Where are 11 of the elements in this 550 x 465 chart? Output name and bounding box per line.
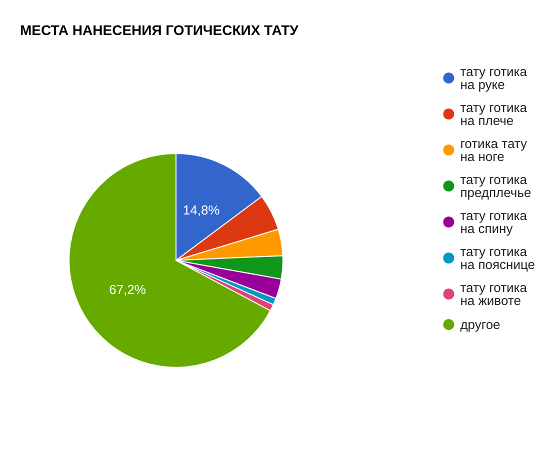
legend-label: тату готика на животе — [460, 280, 531, 308]
legend-label: тату готика предплечье — [460, 172, 532, 200]
legend-label: тату готика на плече — [460, 100, 531, 128]
legend-label: тату готика на спину — [460, 208, 531, 236]
data-label: 67,2% — [109, 282, 146, 297]
legend-label: другое — [460, 317, 500, 332]
data-label: 14,8% — [182, 202, 220, 218]
chart-title: МЕСТА НАНЕСЕНИЯ ГОТИЧЕСКИХ ТАТУ — [20, 22, 299, 38]
legend-label: готика тату на ноге — [460, 136, 531, 164]
legend-label: тату готика на пояснице — [460, 244, 536, 272]
legend-label: тату готика на руке — [460, 64, 531, 92]
